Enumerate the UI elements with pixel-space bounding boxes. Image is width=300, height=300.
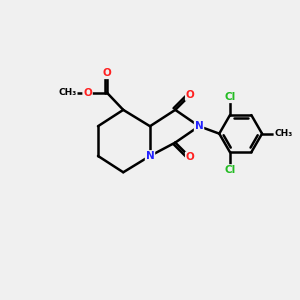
Text: O: O <box>83 88 92 98</box>
Text: N: N <box>146 151 154 161</box>
Text: N: N <box>195 121 203 131</box>
Text: CH₃: CH₃ <box>58 88 77 97</box>
Text: O: O <box>186 90 194 100</box>
Text: Cl: Cl <box>224 165 236 175</box>
Text: O: O <box>103 68 111 78</box>
Text: CH₃: CH₃ <box>274 129 292 138</box>
Text: O: O <box>186 152 194 162</box>
Text: Cl: Cl <box>224 92 236 102</box>
